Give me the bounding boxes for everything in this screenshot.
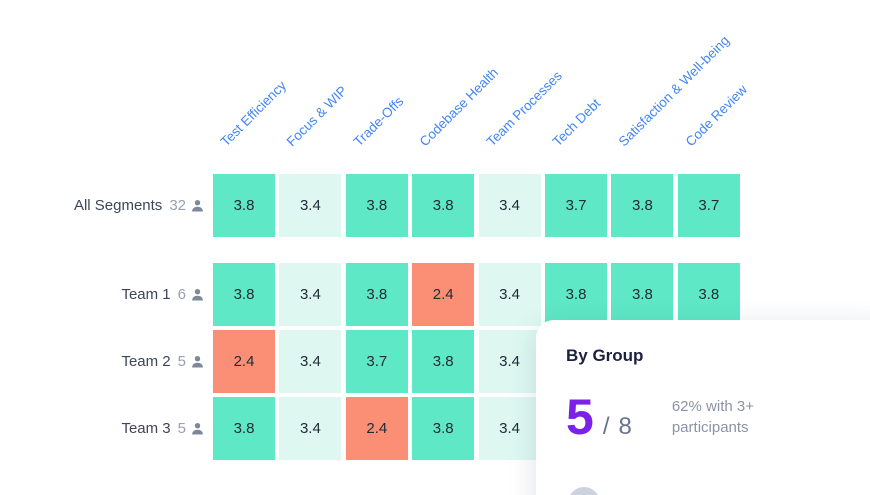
person-icon	[190, 421, 205, 436]
avatar-circle-partial	[568, 487, 600, 495]
heatmap-cell-team-1-test-efficiency[interactable]: 3.8	[213, 263, 275, 326]
heatmap-cell-team-3-trade-offs[interactable]: 2.4	[345, 397, 408, 460]
column-header-trade-offs[interactable]: Trade-Offs	[350, 93, 407, 150]
heatmap-cell-team-3-focus-wip[interactable]: 3.4	[279, 397, 342, 460]
column-header-test-efficiency[interactable]: Test Efficiency	[217, 77, 290, 150]
heatmap-cell-team-2-codebase-health[interactable]: 3.8	[412, 330, 475, 393]
heatmap-cell-all-segments-trade-offs[interactable]: 3.8	[345, 174, 408, 237]
heatmap-cell-team-3-codebase-health[interactable]: 3.8	[412, 397, 475, 460]
heatmap-cell-team-1-trade-offs[interactable]: 3.8	[345, 263, 408, 326]
heatmap-cell-all-segments-satisfaction-well-being[interactable]: 3.8	[611, 174, 674, 237]
card-title: By Group	[566, 346, 644, 365]
row-label-team-1: Team 1 6	[0, 263, 205, 326]
heatmap-cell-team-1-code-review[interactable]: 3.8	[677, 263, 740, 326]
participant-count: 5	[177, 420, 186, 437]
person-icon	[190, 198, 205, 213]
heatmap-cell-team-2-focus-wip[interactable]: 3.4	[279, 330, 342, 393]
column-header-code-review[interactable]: Code Review	[682, 81, 750, 150]
group-metric: 5 / 8 62% with 3+ participants	[566, 392, 870, 442]
heatmap-cell-team-1-codebase-health[interactable]: 2.4	[412, 263, 475, 326]
heatmap-cell-all-segments-codebase-health[interactable]: 3.8	[412, 174, 475, 237]
row-label-all-segments: All Segments 32	[0, 174, 205, 237]
heatmap-cell-team-1-team-processes[interactable]: 3.4	[478, 263, 541, 326]
heatmap-cell-team-2-trade-offs[interactable]: 3.7	[345, 330, 408, 393]
column-header-tech-debt[interactable]: Tech Debt	[549, 95, 604, 150]
heatmap-cell-all-segments-tech-debt[interactable]: 3.7	[545, 174, 607, 237]
heatmap-cell-team-3-team-processes[interactable]: 3.4	[478, 397, 541, 460]
participant-count: 5	[177, 353, 186, 370]
metric-separator: /	[602, 413, 610, 440]
heatmap-cell-all-segments-code-review[interactable]: 3.7	[677, 174, 740, 237]
heatmap-cell-all-segments-test-efficiency[interactable]: 3.8	[213, 174, 275, 237]
heatmap-cell-team-3-test-efficiency[interactable]: 3.8	[213, 397, 275, 460]
participant-count: 32	[169, 197, 186, 214]
groups-total-count: 8	[618, 413, 632, 440]
person-icon	[190, 287, 205, 302]
person-icon	[190, 354, 205, 369]
groups-responded-count: 5	[566, 389, 594, 445]
heatmap-cell-team-1-focus-wip[interactable]: 3.4	[279, 263, 342, 326]
participant-count: 6	[177, 286, 186, 303]
by-group-card: By Group 5 / 8 62% with 3+ participants	[536, 320, 870, 495]
segment-name: All Segments	[73, 197, 163, 214]
segment-name: Team 1	[121, 286, 171, 303]
segment-name: Team 3	[121, 420, 171, 437]
column-header-satisfaction-well-being[interactable]: Satisfaction & Well-being	[616, 32, 733, 150]
heatmap-cell-all-segments-focus-wip[interactable]: 3.4	[279, 174, 342, 237]
segment-name: Team 2	[121, 353, 171, 370]
row-label-team-3: Team 3 5	[0, 397, 205, 460]
heatmap-cell-team-1-tech-debt[interactable]: 3.8	[545, 263, 607, 326]
heatmap-cell-team-2-team-processes[interactable]: 3.4	[478, 330, 541, 393]
participants-note: 62% with 3+ participants	[671, 398, 754, 436]
heatmap-cell-team-2-test-efficiency[interactable]: 2.4	[213, 330, 275, 393]
row-label-team-2: Team 2 5	[0, 330, 205, 393]
group-metric-pair: 5 / 8	[566, 392, 632, 442]
heatmap-cell-all-segments-team-processes[interactable]: 3.4	[478, 174, 541, 237]
column-header-focus-wip[interactable]: Focus & WIP	[284, 82, 351, 150]
heatmap-cell-team-1-satisfaction-well-being[interactable]: 3.8	[611, 263, 674, 326]
